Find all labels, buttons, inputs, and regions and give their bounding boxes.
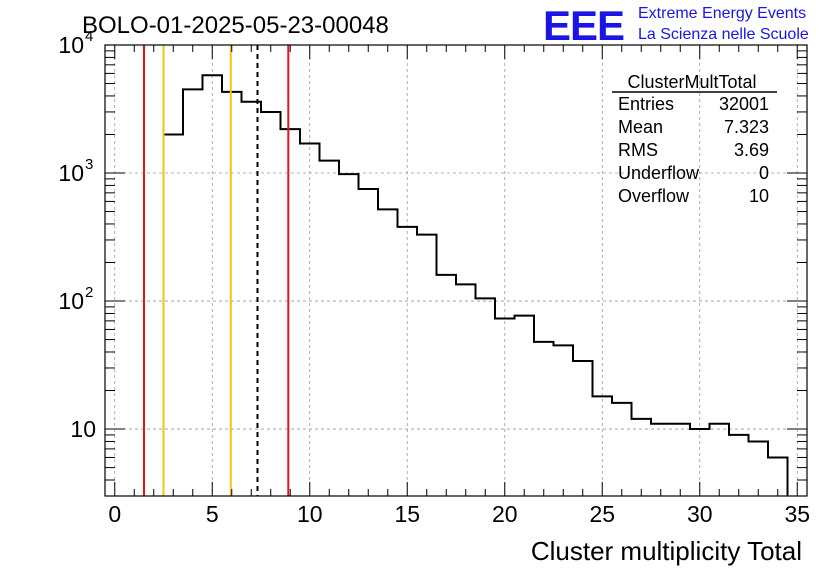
marker-lines bbox=[143, 45, 290, 496]
stats-row-value: 0 bbox=[759, 163, 769, 183]
histogram-bin bbox=[203, 75, 223, 496]
histogram-bin bbox=[612, 403, 632, 496]
stats-row-value: 3.69 bbox=[734, 140, 769, 160]
plot-frame bbox=[104, 44, 808, 497]
histogram-bin bbox=[456, 284, 476, 496]
x-tick-label: 15 bbox=[394, 501, 420, 527]
x-tick-label: 25 bbox=[589, 501, 615, 527]
histogram-bin bbox=[671, 424, 691, 496]
histogram-bin bbox=[261, 112, 281, 496]
stats-row-label: RMS bbox=[618, 140, 658, 160]
x-tick-label: 20 bbox=[492, 501, 518, 527]
eee-logo-mark: EEE bbox=[543, 2, 624, 49]
y-tick-label: 10 bbox=[58, 32, 84, 58]
histogram-bin bbox=[710, 424, 730, 496]
histogram-bin bbox=[593, 396, 613, 496]
histogram-bin bbox=[417, 235, 437, 496]
x-tick-label: 10 bbox=[297, 501, 323, 527]
stats-row-label: Entries bbox=[618, 94, 674, 114]
histogram-bin bbox=[398, 227, 418, 496]
y-tick-label: 10 bbox=[58, 160, 84, 186]
y-tick-label: 10 bbox=[58, 288, 84, 314]
x-tick-label: 5 bbox=[206, 501, 219, 527]
stats-row-label: Overflow bbox=[618, 186, 690, 206]
stats-row-label: Underflow bbox=[618, 163, 700, 183]
x-axis-label: Cluster multiplicity Total bbox=[531, 536, 802, 566]
stats-title: ClusterMultTotal bbox=[627, 72, 756, 92]
stats-row-label: Mean bbox=[618, 117, 663, 137]
stats-row-value: 7.323 bbox=[724, 117, 769, 137]
histogram-bin bbox=[729, 435, 749, 496]
histogram-bin bbox=[476, 298, 496, 496]
x-tick-label: 0 bbox=[108, 501, 121, 527]
histogram-bin bbox=[300, 144, 320, 496]
logo-line-1: Extreme Energy Events bbox=[638, 5, 806, 22]
y-tick-exponent: 4 bbox=[85, 28, 93, 45]
histogram-bin bbox=[183, 89, 203, 496]
chart-title: BOLO-01-2025-05-23-00048 bbox=[82, 12, 389, 39]
histogram-bin bbox=[495, 319, 515, 496]
x-tick-label: 30 bbox=[687, 501, 713, 527]
histogram-bin bbox=[320, 161, 340, 496]
histogram-bin bbox=[749, 441, 769, 496]
y-tick-label: 10 bbox=[70, 416, 96, 442]
y-tick-exponent: 2 bbox=[85, 284, 93, 301]
histogram-bin bbox=[281, 129, 301, 496]
histogram-bin bbox=[164, 134, 184, 496]
stats-box: ClusterMultTotal Entries 32001 Mean 7.323 RM… bbox=[612, 72, 777, 206]
histogram-bin bbox=[534, 342, 554, 496]
logo-line-2: La Scienza nelle Scuole bbox=[638, 26, 809, 43]
stats-rows: Entries 32001 Mean 7.323 RMS 3.69 Underflow 0 Ov… bbox=[618, 94, 769, 206]
histogram-bin bbox=[515, 316, 535, 496]
histogram-bin bbox=[378, 209, 398, 496]
histogram-bars bbox=[162, 74, 789, 496]
histogram-bin bbox=[632, 419, 652, 496]
y-tick-exponent: 3 bbox=[85, 156, 93, 173]
histogram-bin bbox=[651, 424, 671, 496]
histogram-bin bbox=[573, 361, 593, 496]
histogram-bin bbox=[339, 174, 359, 496]
stats-row-value: 32001 bbox=[719, 94, 769, 114]
histogram-bin bbox=[359, 189, 379, 496]
histogram-bin bbox=[554, 345, 574, 496]
x-tick-label: 35 bbox=[784, 501, 810, 527]
histogram-outline bbox=[162, 74, 789, 496]
stats-row-value: 10 bbox=[749, 186, 769, 206]
histogram-bin bbox=[437, 275, 457, 496]
